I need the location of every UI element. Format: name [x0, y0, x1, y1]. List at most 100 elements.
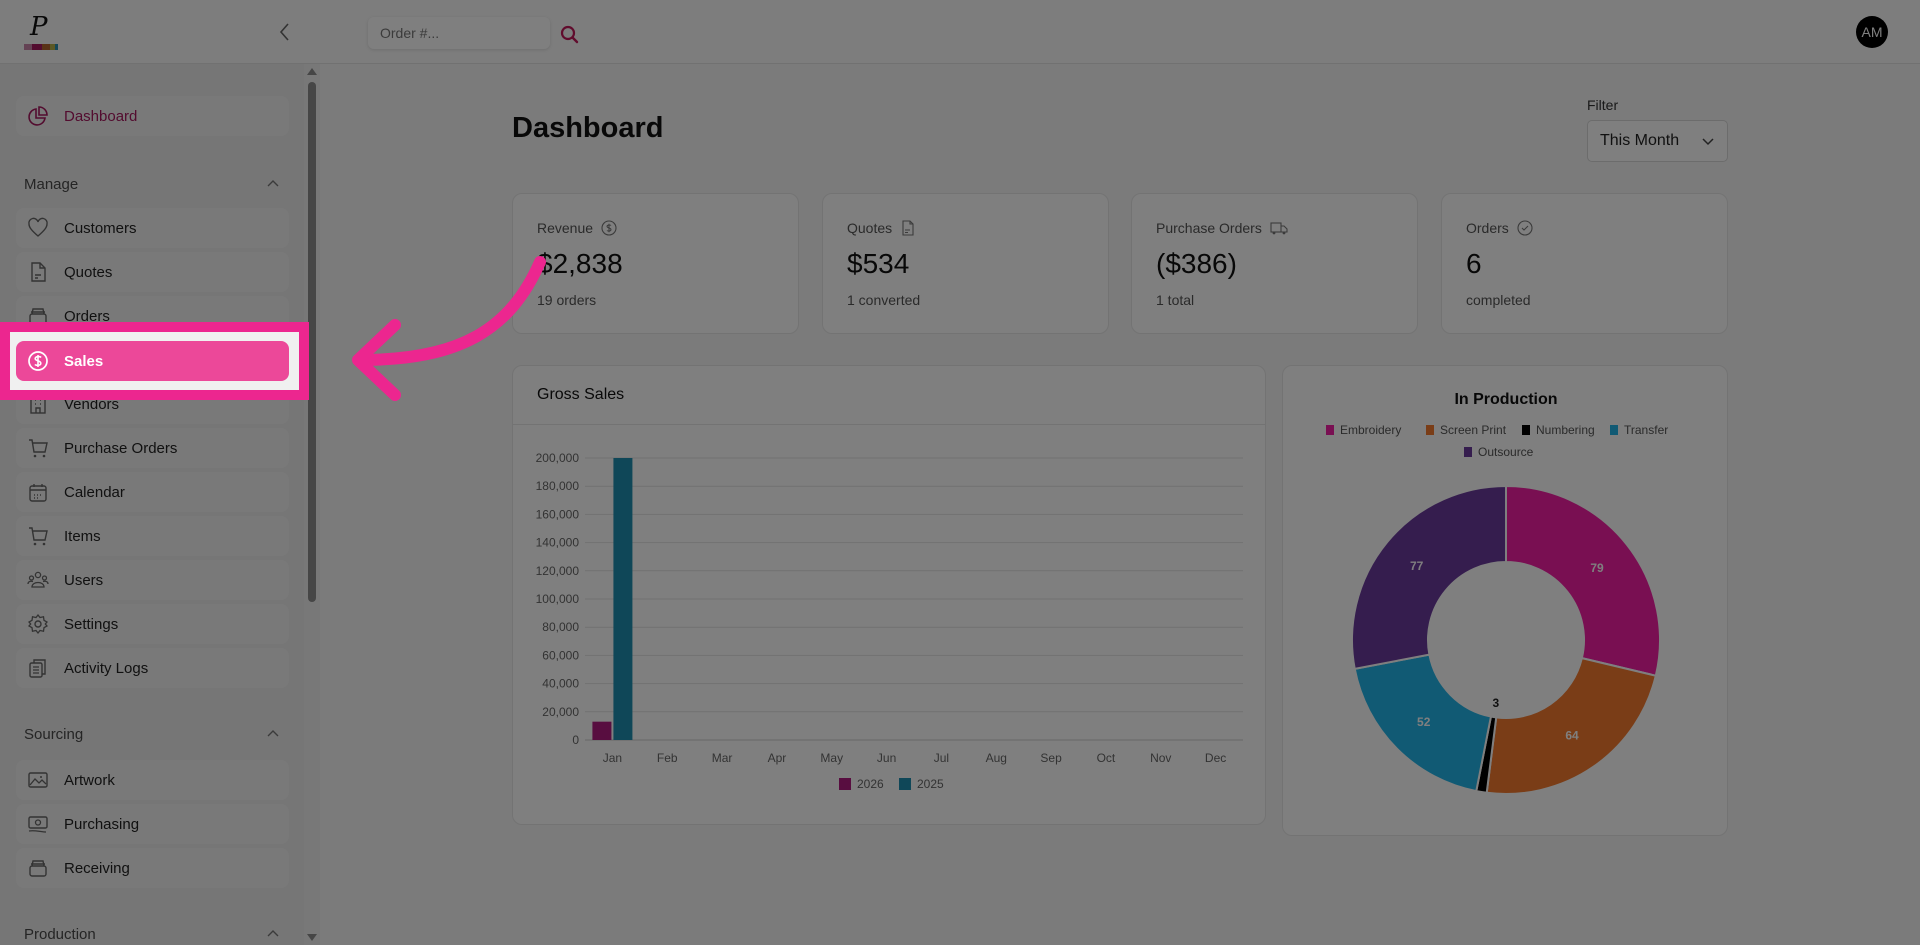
sidebar-item-label: Customers — [64, 219, 137, 237]
x-tick-label: May — [820, 751, 843, 765]
slice-value-label: 64 — [1565, 728, 1579, 742]
sidebar-item-purchase-orders[interactable]: Purchase Orders — [16, 428, 289, 468]
sidebar-item-label: Calendar — [64, 483, 125, 501]
legend-swatch — [839, 778, 851, 790]
stat-value: $534 — [847, 248, 910, 279]
chevron-up-icon — [267, 930, 279, 937]
y-tick-label: 200,000 — [536, 451, 580, 465]
sidebar-item-artwork[interactable]: Artwork — [16, 760, 289, 800]
logo-stripe-segment — [42, 44, 50, 50]
x-tick-label: Sep — [1040, 751, 1062, 765]
x-tick-label: Jun — [877, 751, 896, 765]
scroll-up-arrow-icon[interactable] — [307, 68, 317, 75]
logo-stripe-segment — [24, 44, 32, 50]
section-manage-toggle[interactable]: Manage — [24, 174, 280, 194]
y-tick-label: 140,000 — [536, 536, 580, 550]
logo[interactable]: P — [22, 12, 62, 52]
search-icon — [560, 25, 579, 44]
order-search-input[interactable] — [368, 17, 550, 49]
sidebar: Dashboard Manage Customers Quotes Orders… — [0, 64, 304, 945]
collapse-sidebar-button[interactable] — [275, 20, 295, 44]
user-avatar[interactable]: AM — [1856, 16, 1888, 48]
logo-stripe — [24, 44, 58, 50]
legend-label: 2025 — [917, 777, 944, 791]
sidebar-item-customers[interactable]: Customers — [16, 208, 289, 248]
logo-letter: P — [30, 12, 48, 42]
x-tick-label: Nov — [1150, 751, 1171, 765]
check-circle-icon — [1517, 220, 1533, 236]
y-tick-label: 20,000 — [542, 705, 579, 719]
x-tick-label: Oct — [1097, 751, 1116, 765]
image-icon — [26, 768, 50, 792]
slice-value-label: 3 — [1492, 696, 1499, 710]
sidebar-item-purchasing[interactable]: Purchasing — [16, 804, 289, 844]
section-sourcing-toggle[interactable]: Sourcing — [24, 724, 280, 744]
sidebar-item-items[interactable]: Items — [16, 516, 289, 556]
search-button[interactable] — [559, 24, 581, 46]
chevron-up-icon — [267, 730, 279, 737]
x-tick-label: Aug — [986, 751, 1007, 765]
sidebar-item-calendar[interactable]: Calendar — [16, 472, 289, 512]
sidebar-item-receiving[interactable]: Receiving — [16, 848, 289, 888]
sidebar-item-settings[interactable]: Settings — [16, 604, 289, 644]
legend-swatch — [1464, 447, 1472, 457]
inbox-stack-icon — [26, 856, 50, 880]
slice-value-label: 79 — [1590, 561, 1604, 575]
sidebar-item-label: Receiving — [64, 859, 130, 877]
chevron-down-icon — [1702, 138, 1714, 146]
x-tick-label: Apr — [768, 751, 787, 765]
stat-sub: 19 orders — [537, 292, 597, 308]
y-tick-label: 60,000 — [542, 648, 579, 662]
legend-label: Outsource — [1478, 445, 1534, 459]
stat-card-purchase-orders: Purchase Orders ($386) 1 total — [1131, 193, 1418, 334]
slice-value-label: 77 — [1410, 559, 1424, 573]
filter-select[interactable]: This Month — [1587, 120, 1728, 162]
stat-label: Revenue — [537, 220, 594, 236]
document-icon — [26, 260, 50, 284]
stat-sub: 1 total — [1156, 292, 1195, 308]
clipboard-icon — [26, 656, 50, 680]
y-tick-label: 80,000 — [542, 620, 579, 634]
slice-embroidery — [1505, 484, 1661, 677]
pie-chart-icon — [26, 104, 50, 128]
gear-icon — [26, 612, 50, 636]
calendar-icon — [26, 480, 50, 504]
sidebar-item-label: Quotes — [64, 263, 113, 281]
sidebar-item-label: Purchase Orders — [64, 439, 178, 457]
dollar-circle-icon — [26, 349, 50, 373]
sidebar-scrollbar-thumb[interactable] — [308, 82, 316, 602]
chart-title: In Production — [1454, 391, 1557, 408]
legend-swatch — [1426, 425, 1434, 435]
sidebar-item-label: Users — [64, 571, 104, 589]
in-production-chart: In Production Embroidery Screen Print Numbe… — [1326, 391, 1668, 795]
stat-card-quotes: Quotes $534 1 converted — [822, 193, 1109, 334]
sidebar-item-dashboard[interactable]: Dashboard — [16, 96, 289, 136]
scroll-down-arrow-icon[interactable] — [307, 934, 317, 941]
cart-icon — [26, 524, 50, 548]
sidebar-item-label: Settings — [64, 615, 119, 633]
slice-outsource — [1351, 484, 1507, 671]
section-production-toggle[interactable]: Production — [24, 924, 280, 944]
logo-stripe-segment — [55, 44, 58, 50]
y-tick-label: 100,000 — [536, 592, 580, 606]
legend-swatch — [1522, 425, 1530, 435]
sidebar-item-users[interactable]: Users — [16, 560, 289, 600]
sidebar-item-sales-highlighted[interactable]: Sales — [16, 341, 289, 381]
section-title: Manage — [24, 175, 79, 193]
stat-value: $2,838 — [537, 248, 623, 279]
gross-sales-card: Gross Sales 0 20,000 40,000 60,000 80,000 100… — [512, 365, 1266, 825]
chevron-left-icon — [279, 23, 289, 41]
gross-sales-chart: 0 20,000 40,000 60,000 80,000 100,000 120,000 1… — [536, 451, 1243, 791]
sidebar-item-quotes[interactable]: Quotes — [16, 252, 289, 292]
legend-swatch — [899, 778, 911, 790]
y-tick-label: 180,000 — [536, 479, 580, 493]
legend-swatch — [1610, 425, 1618, 435]
x-tick-label: Dec — [1205, 751, 1226, 765]
stat-card-revenue: Revenue $2,838 19 orders — [512, 193, 799, 334]
bar-2025-Jan — [613, 458, 633, 740]
section-title: Sourcing — [24, 725, 84, 743]
sidebar-item-label: Purchasing — [64, 815, 140, 833]
sidebar-item-activity-logs[interactable]: Activity Logs — [16, 648, 289, 688]
slice-screen-print — [1485, 656, 1658, 795]
slice-value-label: 52 — [1417, 715, 1431, 729]
